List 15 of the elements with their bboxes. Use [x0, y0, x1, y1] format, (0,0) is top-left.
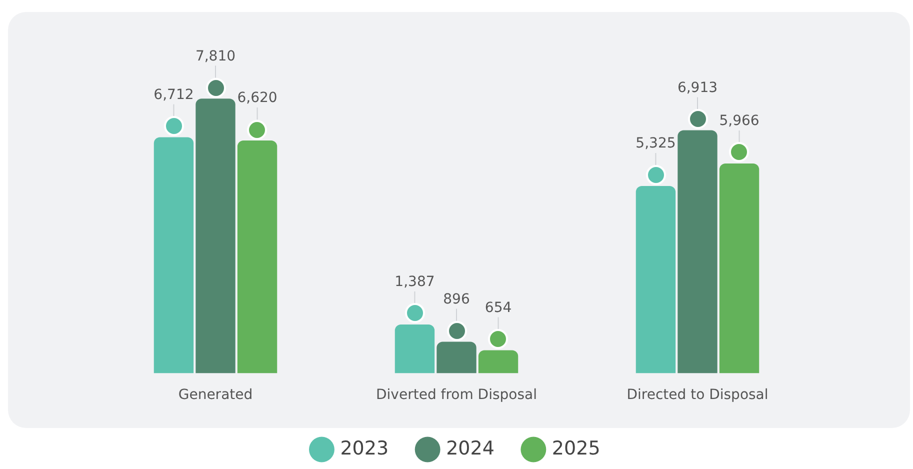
data-label: 1,387: [394, 274, 435, 290]
data-label: 7,810: [195, 48, 236, 64]
data-label: 896: [443, 291, 470, 308]
data-label: 654: [484, 300, 512, 316]
legend-label: 2024: [446, 437, 494, 460]
legend-label: 2023: [340, 437, 389, 460]
x-tick-label: Diverted from Disposal: [376, 387, 537, 404]
data-label: 5,325: [636, 136, 676, 152]
data-label: 6,712: [154, 86, 194, 103]
legend-label: 2025: [552, 437, 600, 460]
data-label: 5,966: [719, 113, 760, 130]
data-label: 6,620: [237, 90, 278, 106]
x-tick-label: Directed to Disposal: [626, 387, 768, 404]
data-label: 6,913: [677, 80, 718, 96]
x-tick-label: Generated: [178, 387, 253, 404]
